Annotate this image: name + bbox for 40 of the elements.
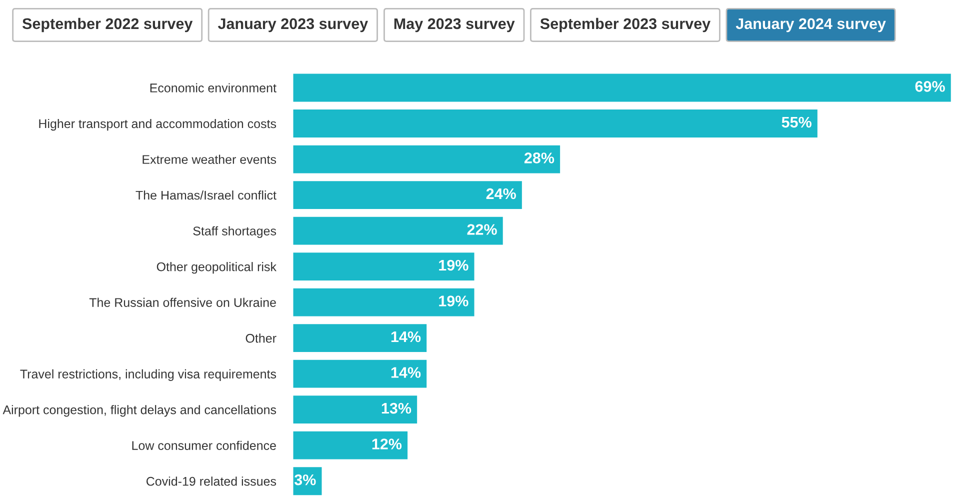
data-label: 22% [467, 224, 497, 235]
text: September 2022 survey [22, 18, 193, 32]
y-tick-label: The Russian offensive on Ukraine [89, 298, 276, 307]
text: September 2023 survey [540, 18, 710, 32]
bar [293, 396, 418, 424]
bar [293, 288, 474, 316]
data-label: 14% [391, 331, 421, 342]
y-tick-label: Low consumer confidence [132, 440, 276, 450]
data-label: 19% [439, 296, 468, 306]
text: January 2023 survey [218, 18, 368, 32]
y-tick-label: Travel restrictions, including visa requirements [20, 369, 276, 381]
y-tick-label: Covid-19 related issues [146, 476, 276, 486]
data-label: 14% [391, 367, 421, 378]
bar [293, 216, 503, 245]
data-label: 69% [915, 81, 945, 92]
bar [293, 252, 474, 280]
bar [293, 324, 427, 352]
data-label: 12% [372, 438, 402, 450]
y-tick-label: Airport congestion, flight delays and cancellations [2, 405, 276, 417]
data-label: 24% [486, 188, 516, 200]
bar [293, 74, 951, 102]
data-label: 19% [439, 260, 468, 271]
y-tick-label: Economic environment [150, 83, 276, 92]
y-tick-label: The Hamas/Israel conflict [136, 190, 276, 200]
bar [293, 145, 560, 174]
data-label: 55% [782, 116, 812, 128]
data-label: 28% [524, 152, 554, 164]
bar [293, 110, 818, 138]
y-tick-label: Staff shortages [193, 226, 276, 238]
text: May 2023 survey [394, 18, 515, 32]
y-tick-label: Other geopolitical risk [156, 262, 277, 274]
data-label: 3% [294, 474, 316, 486]
data-label: 13% [382, 402, 412, 414]
y-tick-label: Extreme weather events [142, 154, 276, 164]
y-tick-label: Higher transport and accommodation costs [39, 118, 276, 131]
bar [293, 431, 408, 460]
y-tick-label: Other [246, 334, 276, 343]
bar [293, 181, 522, 209]
bar [293, 360, 427, 388]
text: January 2024 survey [736, 18, 886, 32]
